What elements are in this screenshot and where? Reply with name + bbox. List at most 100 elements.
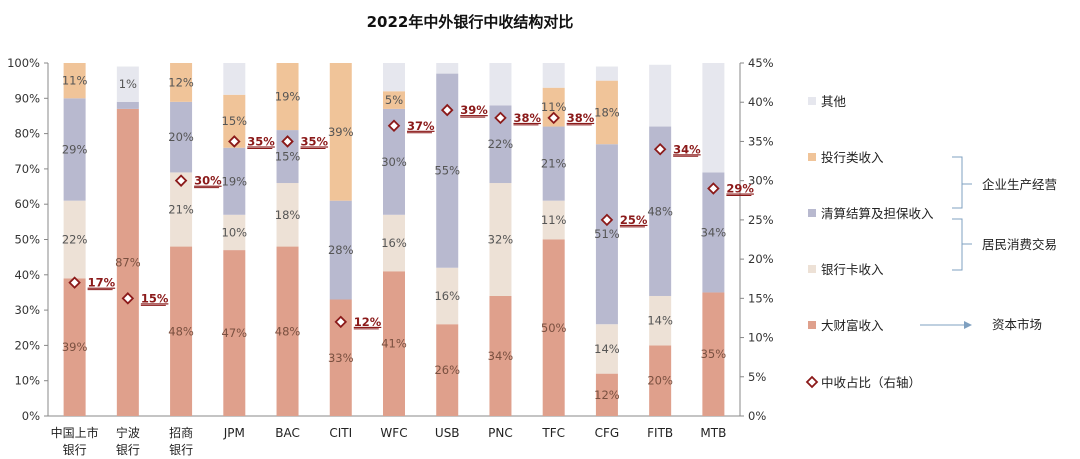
y-right-tick-label: 45% [748,56,774,70]
ratio-point [707,182,720,195]
x-tick-label: 宁波 [116,425,140,440]
group-label: 企业生产经营 [982,177,1057,192]
bar-value-label: 1% [119,77,137,91]
y-right-tick-label: 15% [748,291,774,305]
ratio-label: 34% [673,142,701,156]
x-tick-label: BAC [275,426,300,440]
bar-segment [436,267,459,325]
bar-segment [223,94,246,148]
y-left-tick-label: 50% [14,233,40,247]
x-tick-label: 银行 [169,443,193,457]
bar-segment [329,200,352,300]
bar-segment [329,63,352,201]
bar-segment [223,250,246,416]
bar-segment [436,63,459,74]
bar-segment [595,324,618,374]
ratio-point [121,292,135,305]
bar-value-label: 20% [168,130,194,144]
x-tick-label: WFC [380,426,407,440]
x-tick-label: 银行 [116,443,140,457]
bar-value-label: 47% [222,326,248,340]
bar-segment [489,183,512,296]
ratio-label: 12% [354,315,382,329]
bar-segment [276,183,299,247]
bar-value-label: 41% [381,337,407,351]
ratio-label: 37% [407,119,435,133]
bar-segment [542,87,565,127]
chart-title: 2022年中外银行中收结构对比 [367,13,574,31]
group-label: 资本市场 [992,317,1042,332]
y-right-tick-label: 40% [748,95,774,109]
x-tick-label: TFC [541,426,565,440]
bar-segment [223,63,246,95]
bar-segment [63,63,86,99]
legend-swatch [808,97,816,105]
bar-segment [116,108,139,416]
bar-value-label: 48% [275,324,301,338]
bar-segment [276,130,299,184]
bar-value-label: 21% [541,157,567,171]
bar-segment [170,172,193,247]
bar-segment [116,101,139,109]
bar-segment [489,295,512,416]
ratio-point [494,111,507,125]
bar-segment [63,278,86,416]
bar-value-label: 18% [275,208,301,222]
ratio-point [174,174,188,187]
x-tick-label: MTB [700,426,726,440]
bar-segment [649,64,672,127]
bar-value-label: 33% [328,351,354,365]
bar-segment [170,63,193,102]
bar-value-label: 22% [62,233,88,247]
bar-value-label: 11% [541,213,567,227]
bar-value-label: 15% [275,150,301,164]
ratio-label: 38% [513,111,541,125]
bar-value-label: 19% [275,90,301,104]
legend-marker-ratio [805,375,819,389]
bar-segment [170,246,193,416]
bar-value-label: 22% [488,137,514,151]
bar-segment [383,63,405,92]
bar-value-label: 14% [594,342,620,356]
bar-segment [436,73,459,268]
legend-label: 银行卡收入 [821,262,884,277]
bar-value-label: 10% [222,225,248,239]
legend-label: 投行类收入 [821,150,884,165]
bar-segment [595,144,618,325]
y-right-tick-label: 10% [748,331,774,345]
bar-value-label: 35% [701,347,727,361]
bar-value-label: 11% [62,74,88,88]
bar-value-label: 12% [594,388,620,402]
ratio-label: 29% [726,182,754,196]
y-right-tick-label: 35% [748,134,774,148]
x-tick-label: PNC [488,426,513,440]
x-tick-label: CITI [329,426,352,440]
bar-segment [542,239,565,416]
x-tick-label: 银行 [63,443,87,457]
bar-segment [436,324,459,416]
bar-value-label: 26% [434,363,460,377]
bar-segment [595,80,618,145]
arrow-capital-head [964,321,972,329]
bar-value-label: 5% [385,93,403,107]
y-left-tick-label: 10% [14,374,40,388]
x-tick-label: USB [435,426,460,440]
y-right-tick-label: 0% [748,409,766,423]
bar-segment [595,373,618,416]
bar-value-label: 11% [541,100,567,114]
ratio-point [387,119,401,133]
bar-segment [223,147,246,215]
y-left-tick-label: 20% [14,338,40,352]
bar-segment [276,63,299,131]
bar-value-label: 87% [115,255,141,269]
legend-label: 大财富收入 [821,318,884,333]
bar-value-label: 21% [168,202,194,216]
bar-value-label: 16% [434,289,460,303]
ratio-label: 17% [88,276,116,290]
y-right-tick-label: 5% [748,370,766,384]
bar-segment [489,105,512,184]
y-left-tick-label: 0% [22,409,40,423]
bar-value-label: 14% [647,314,673,328]
ratio-point [68,276,81,289]
